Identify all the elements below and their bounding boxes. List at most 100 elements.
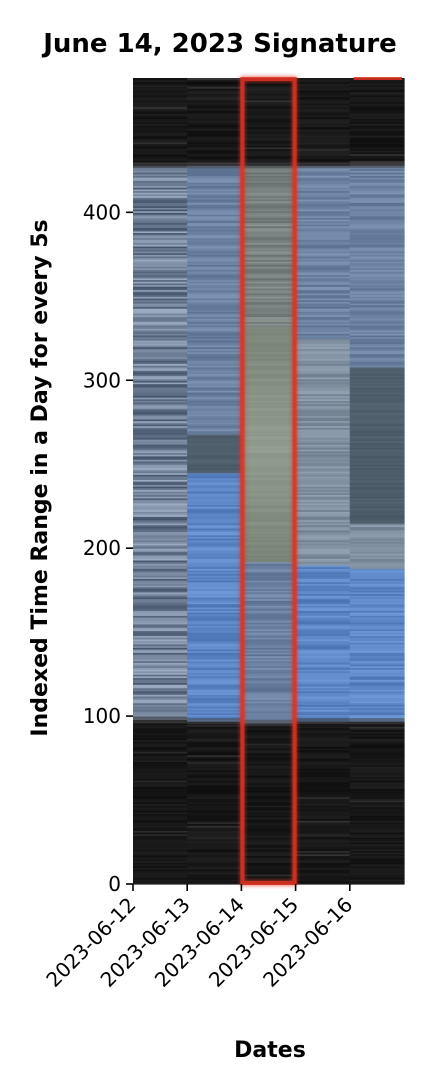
- heatmap-cell: [241, 244, 297, 247]
- heatmap-cell: [241, 180, 297, 183]
- heatmap-cell: [349, 254, 405, 257]
- heatmap-cell: [133, 447, 188, 450]
- heatmap-column: [133, 78, 188, 885]
- heatmap-cell: [133, 729, 188, 732]
- heatmap-cell: [133, 274, 188, 277]
- heatmap-cell: [349, 633, 405, 637]
- heatmap-cell: [133, 642, 188, 645]
- heatmap-cell: [349, 146, 405, 150]
- heatmap-cell: [241, 729, 297, 732]
- heatmap-cell: [133, 789, 188, 793]
- heatmap-cell: [133, 316, 188, 319]
- heatmap-cell: [241, 395, 297, 398]
- heatmap-cell: [295, 575, 351, 578]
- heatmap-cell: [349, 272, 405, 276]
- heatmap-cell: [295, 526, 351, 529]
- heatmap-cell: [295, 306, 351, 309]
- heatmap-cell: [241, 338, 297, 341]
- heatmap-cell: [241, 806, 297, 810]
- heatmap-cell: [241, 638, 297, 642]
- heatmap-cell: [349, 847, 405, 850]
- heatmap-cell: [187, 764, 242, 768]
- heatmap-cell: [241, 442, 297, 445]
- heatmap-cell: [349, 173, 405, 176]
- heatmap-cell: [349, 867, 405, 870]
- heatmap-cell: [295, 764, 351, 768]
- heatmap-cell: [349, 150, 405, 153]
- heatmap-cell: [133, 378, 188, 381]
- heatmap-cell: [133, 318, 188, 321]
- heatmap-cell: [133, 114, 188, 118]
- heatmap-cell: [187, 276, 242, 279]
- heatmap-cell: [133, 625, 188, 628]
- heatmap-cell: [133, 878, 188, 882]
- heatmap-cell: [349, 840, 405, 843]
- heatmap-cell: [295, 690, 351, 694]
- heatmap-cell: [349, 101, 405, 104]
- heatmap-cell: [295, 217, 351, 220]
- heatmap-cell: [241, 311, 297, 314]
- heatmap-cell: [187, 123, 242, 126]
- heatmap-cell: [349, 386, 405, 390]
- heatmap-cell: [349, 215, 405, 218]
- heatmap-cell: [133, 138, 188, 141]
- heatmap-cell: [241, 845, 297, 848]
- heatmap-cell: [349, 457, 405, 460]
- heatmap-cell: [187, 133, 242, 136]
- heatmap-cell: [349, 578, 405, 581]
- heatmap-cell: [133, 821, 188, 825]
- heatmap-cell: [349, 281, 405, 284]
- heatmap-cell: [241, 412, 297, 415]
- day-boundary-blur: [349, 162, 405, 169]
- heatmap-cell: [133, 205, 188, 208]
- heatmap-cell: [349, 842, 405, 845]
- heatmap-cell: [349, 262, 405, 265]
- heatmap-cell: [295, 692, 351, 695]
- heatmap-cell: [241, 328, 297, 331]
- heatmap-column: [241, 78, 297, 885]
- heatmap-cell: [349, 791, 405, 794]
- heatmap-cell: [349, 220, 405, 224]
- heatmap-cell: [187, 700, 242, 704]
- heatmap-cell: [349, 648, 405, 652]
- heatmap-cell: [295, 432, 351, 435]
- heatmap-cell: [295, 299, 351, 302]
- heatmap-cell: [295, 603, 351, 606]
- heatmap-cell: [187, 771, 242, 774]
- heatmap-cell: [133, 630, 188, 633]
- heatmap-cell: [133, 645, 188, 648]
- heatmap-cell: [241, 591, 297, 595]
- heatmap-cell: [295, 522, 351, 526]
- heatmap-cell: [187, 141, 242, 145]
- heatmap-cell: [187, 390, 242, 393]
- heatmap-cell: [349, 526, 405, 529]
- heatmap-cell: [133, 509, 188, 512]
- heatmap-cell: [241, 707, 297, 710]
- heatmap-cell: [241, 872, 297, 875]
- heatmap-cell: [241, 472, 297, 475]
- heatmap-cell: [133, 460, 188, 464]
- heatmap-cell: [133, 868, 188, 872]
- heatmap-cell: [295, 301, 351, 304]
- heatmap-cell: [187, 469, 242, 472]
- heatmap-cell: [241, 568, 297, 571]
- heatmap-cell: [241, 370, 297, 373]
- heatmap-cell: [241, 271, 297, 274]
- heatmap-cell: [295, 759, 351, 763]
- heatmap-cell: [241, 425, 297, 428]
- heatmap-cell: [349, 680, 405, 684]
- heatmap-cell: [349, 741, 405, 744]
- heatmap-cell: [187, 259, 242, 262]
- heatmap-cell: [295, 872, 351, 875]
- heatmap-cell: [133, 813, 188, 816]
- heatmap-cell: [133, 376, 188, 380]
- heatmap-cell: [187, 376, 242, 380]
- heatmap-cell: [187, 781, 242, 784]
- heatmap-cell: [349, 274, 405, 277]
- heatmap-cell: [187, 346, 242, 349]
- heatmap-cell: [295, 410, 351, 413]
- heatmap-cell: [133, 553, 188, 556]
- heatmap-cell: [349, 467, 405, 470]
- heatmap-cell: [241, 615, 297, 618]
- heatmap-cell: [241, 284, 297, 287]
